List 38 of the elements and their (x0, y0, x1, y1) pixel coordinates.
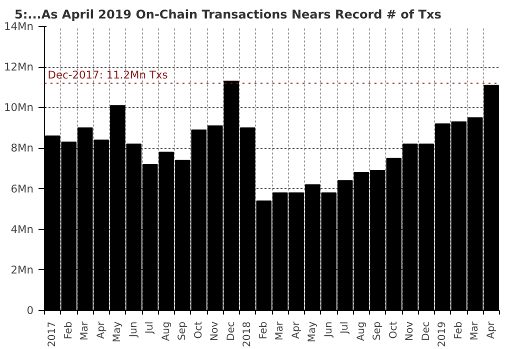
ref-line-label: Dec-2017: 11.2Mn Txs (48, 68, 168, 82)
x-tick-label: May (112, 321, 124, 342)
x-tick-label: Jul (144, 321, 156, 335)
x-tick-label: Nov (210, 321, 221, 342)
x-tick-label: Apr (290, 320, 302, 339)
x-tick-label: Mar (470, 320, 481, 340)
y-tick-label: 0 (26, 304, 34, 317)
x-tick-label: Apr (486, 320, 497, 339)
x-tick-label: Oct (193, 321, 204, 339)
x-tick-label: 2018 (242, 321, 254, 347)
x-tick-label: Aug (356, 321, 367, 342)
y-tick-label: 6Mn (10, 182, 34, 196)
x-tick-label: Feb (258, 321, 270, 340)
y-tick-label: 10Mn (4, 101, 34, 114)
chart-title: 5:...As April 2019 On-Chain Transactions Nears Record # of Txs (14, 8, 442, 22)
x-tick-label: Mar (80, 320, 91, 340)
y-tick-label: 2Mn (10, 263, 34, 276)
x-tick-label: May (307, 321, 318, 342)
x-tick-label: Sep (177, 321, 188, 340)
y-tick-label: 12Mn (4, 60, 34, 74)
x-tick-label: Nov (404, 321, 416, 342)
x-tick-label: Oct (388, 321, 400, 339)
x-tick-label: Aug (160, 321, 172, 342)
x-tick-label: Sep (372, 321, 384, 340)
y-tick-label: 14Mn (4, 20, 34, 33)
x-tick-label: Mar (274, 320, 286, 340)
x-tick-label: Dec (420, 321, 432, 341)
x-tick-label: Feb (453, 321, 464, 340)
x-tick-label: Jul (340, 321, 351, 335)
x-tick-label: 2019 (437, 321, 448, 347)
x-tick-label: Feb (63, 321, 74, 340)
x-tick-label: Dec (226, 321, 237, 341)
x-tick-label: 2017 (47, 321, 58, 347)
x-tick-label: Apr (96, 320, 107, 339)
x-tick-label: Jun (323, 322, 334, 338)
x-tick-label: Jun (128, 322, 140, 338)
y-tick-label: 4Mn (10, 222, 34, 236)
y-tick-label: 8Mn (10, 142, 34, 155)
